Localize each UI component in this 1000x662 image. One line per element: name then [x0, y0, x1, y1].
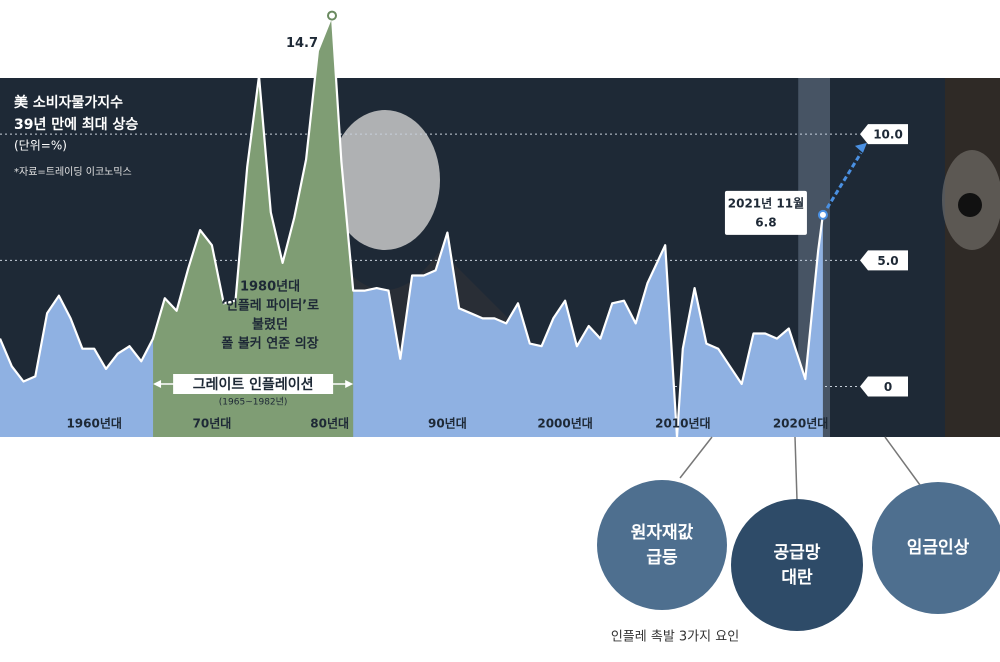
- latest-box: [724, 190, 807, 235]
- factor-label: 공급망: [774, 543, 821, 563]
- x-tick-label: 2020년대: [773, 417, 828, 431]
- period-range: (1965~1982년): [219, 397, 288, 408]
- connector: [794, 436, 798, 501]
- factor-label: 임금인상: [907, 537, 970, 558]
- factor-circle: [597, 480, 727, 610]
- peak-label: 14.7: [286, 36, 318, 51]
- x-tick-label: 80년대: [310, 417, 349, 431]
- peak-marker: [327, 10, 337, 21]
- tick-box: [860, 250, 908, 271]
- x-tick-label: 1960년대: [66, 417, 121, 431]
- y-tick-label: 5.0: [877, 254, 898, 268]
- trend-arrow: [821, 152, 863, 216]
- person-note: 폴 볼커 연준 의장: [221, 336, 318, 352]
- connector: [679, 436, 713, 479]
- chart-title: 美 소비자물가지수: [14, 94, 123, 111]
- x-tick-label: 2000년대: [537, 417, 592, 431]
- latest-marker: [817, 209, 828, 220]
- factors-caption: 인플레 촉발 3가지 요인: [611, 630, 739, 645]
- factor-label: 급등: [646, 548, 678, 568]
- x-tick-label: 90년대: [428, 417, 467, 431]
- unit-label: (단위=%): [14, 139, 67, 153]
- connector: [884, 436, 921, 486]
- tick-box: [860, 376, 908, 397]
- photo-strip: [945, 78, 1000, 437]
- line: [0, 14, 824, 439]
- x-tick-label: 2010년대: [655, 417, 710, 431]
- period-box: [173, 374, 334, 394]
- y-tick-label: 0: [884, 380, 892, 394]
- person-note: ‘인플레 파이터’로: [221, 298, 319, 314]
- tick-box: [860, 124, 908, 145]
- x-tick-label: 70년대: [193, 417, 232, 431]
- person-photo: [330, 110, 440, 250]
- source-label: *자료=트레이딩 이코노믹스: [14, 166, 132, 178]
- arrow-head: [854, 142, 867, 153]
- period-label: 그레이트 인플레이션: [193, 376, 314, 393]
- factor-label: 원자재값: [631, 523, 694, 543]
- factor-circle: [872, 482, 1000, 614]
- latest-label: 6.8: [755, 215, 776, 229]
- highlight-area: [153, 15, 354, 437]
- latest-date: 2021년 11월: [728, 195, 804, 210]
- factor-label: 대란: [781, 568, 813, 588]
- photo-detail: [958, 193, 982, 217]
- person-note: 1980년대: [240, 280, 300, 295]
- chart-subtitle: 39년 만에 최대 상승: [14, 117, 138, 133]
- factor-circle: [731, 499, 863, 631]
- y-tick-label: 10.0: [873, 128, 903, 142]
- person-note: 불렸던: [252, 317, 288, 333]
